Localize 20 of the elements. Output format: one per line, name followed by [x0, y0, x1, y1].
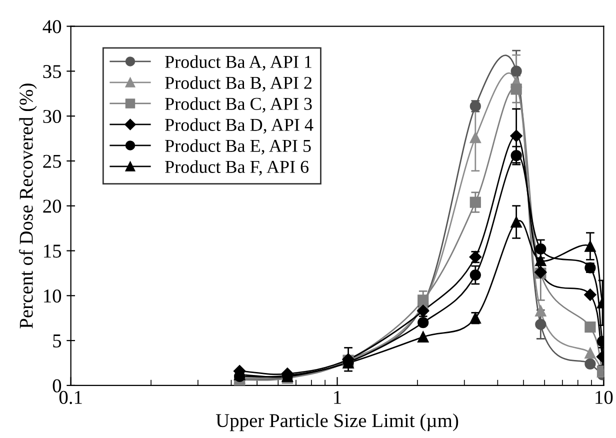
legend-label: Product Ba A, API 1 — [165, 55, 312, 71]
y-tick-label: 40 — [42, 20, 62, 34]
legend-label: Product Ba C, API 3 — [165, 97, 312, 113]
y-tick-label: 0 — [52, 379, 62, 392]
y-tick-label: 5 — [53, 334, 62, 348]
x-tick-label: 1 — [334, 390, 341, 404]
x-axis-title: Upper Particle Size Limit (µm) — [216, 413, 458, 432]
legend-label: Product Ba F, API 6 — [165, 160, 309, 176]
legend-label: Product Ba B, API 2 — [165, 76, 312, 92]
y-tick-label: 15 — [44, 244, 62, 258]
y-tick-label: 25 — [43, 154, 62, 168]
x-tick-label: 10 — [596, 390, 613, 404]
y-tick-label: 20 — [43, 200, 62, 213]
y-tick-label: 35 — [43, 65, 62, 78]
y-tick-label: 30 — [43, 110, 62, 124]
x-tick-label: 0.1 — [59, 390, 82, 404]
y-tick-label: 10 — [44, 289, 62, 303]
y-axis-title: Percent of Dose Recovered (%) — [18, 84, 37, 328]
legend-label: Product Ba D, API 4 — [165, 118, 314, 134]
legend-label: Product Ba E, API 5 — [165, 139, 311, 155]
